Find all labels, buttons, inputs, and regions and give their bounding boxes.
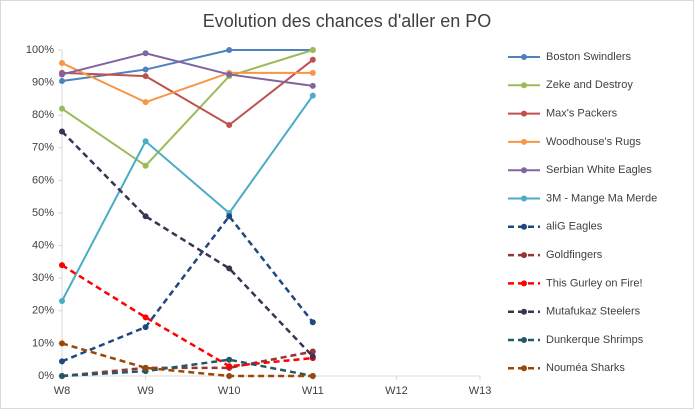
legend-label: Woodhouse's Rugs <box>546 136 641 148</box>
y-tick-label: 100% <box>26 44 54 56</box>
series-line <box>61 350 314 378</box>
point <box>309 82 316 89</box>
legend-label: Mutafukaz Steelers <box>546 306 641 318</box>
series-line <box>61 62 313 104</box>
point <box>142 213 149 220</box>
series-line <box>61 342 313 378</box>
y-tick-label: 50% <box>32 207 54 219</box>
point <box>142 324 149 331</box>
x-tick-label: W12 <box>385 385 408 397</box>
point <box>59 262 65 269</box>
legend-marker <box>521 337 527 343</box>
x-tick-label: W13 <box>469 385 492 397</box>
point <box>309 56 316 63</box>
y-tick-label: 30% <box>32 272 54 284</box>
chart-title: Evolution des chances d'aller en PO <box>203 11 492 31</box>
legend-marker <box>521 167 527 174</box>
point <box>142 50 149 57</box>
point <box>309 319 316 326</box>
legend-label: 3M - Mange Ma Merde <box>546 192 657 204</box>
point <box>59 298 65 305</box>
point <box>226 373 233 379</box>
point <box>59 71 65 78</box>
y-tick-label: 10% <box>32 337 54 349</box>
y-tick-label: 80% <box>32 109 54 121</box>
x-tick-label: W10 <box>218 385 241 397</box>
series-line <box>61 95 314 302</box>
x-tick-label: W8 <box>54 385 71 397</box>
legend-marker <box>521 252 527 259</box>
point <box>142 138 149 145</box>
point <box>59 128 65 135</box>
legend-label: Serbian White Eagles <box>546 164 652 176</box>
point <box>59 340 65 347</box>
legend-marker <box>521 365 527 372</box>
y-tick-label: 70% <box>32 142 54 154</box>
legend-marker <box>521 110 527 117</box>
y-tick-label: 60% <box>32 174 54 186</box>
legend-label: Boston Swindlers <box>546 51 631 63</box>
legend-marker <box>521 195 527 202</box>
legend-label: Goldfingers <box>546 249 603 261</box>
y-tick-label: 90% <box>32 77 54 89</box>
legend-marker <box>521 223 527 230</box>
point <box>142 162 149 169</box>
x-tick-label: W11 <box>302 385 324 397</box>
point <box>59 77 65 84</box>
legend-label: Max's Packers <box>546 108 618 120</box>
point <box>226 71 233 78</box>
series-line <box>61 52 313 87</box>
point <box>142 314 149 321</box>
y-tick-label: 0% <box>38 370 54 382</box>
point <box>226 213 233 220</box>
point <box>142 73 149 80</box>
point <box>226 121 233 128</box>
legend-marker <box>521 280 527 287</box>
legend-marker <box>521 54 527 60</box>
point <box>59 358 65 365</box>
legend-marker <box>521 138 527 145</box>
y-tick-label: 40% <box>32 240 54 252</box>
legend-label: This Gurley on Fire! <box>546 277 643 289</box>
point <box>142 66 149 73</box>
point <box>226 47 233 53</box>
point <box>309 353 316 360</box>
legend-label: Zeke and Destroy <box>546 79 633 91</box>
series-line <box>61 49 314 168</box>
series-line <box>61 58 314 127</box>
point <box>309 69 316 76</box>
series-line <box>61 358 314 378</box>
legend-label: aliG Eagles <box>546 221 603 233</box>
point <box>59 60 65 67</box>
point <box>309 373 316 379</box>
point <box>59 373 65 379</box>
series-line <box>61 214 314 363</box>
y-tick-label: 20% <box>32 305 54 317</box>
x-tick-label: W9 <box>137 385 154 397</box>
point <box>226 356 233 363</box>
point <box>226 265 233 272</box>
legend-marker <box>521 82 527 89</box>
legend-label: Dunkerque Shrimps <box>546 334 644 346</box>
point <box>309 92 316 99</box>
legend-marker <box>521 308 527 315</box>
point <box>142 99 149 106</box>
point <box>309 47 316 53</box>
point <box>59 105 65 112</box>
point <box>142 364 149 371</box>
point <box>226 363 233 370</box>
legend-label: Nouméa Sharks <box>546 362 625 374</box>
